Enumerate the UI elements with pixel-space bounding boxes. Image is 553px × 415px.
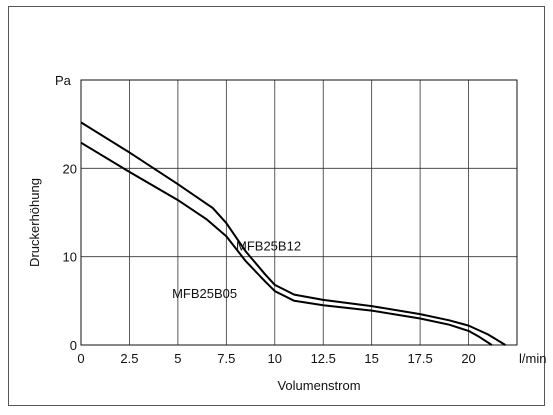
y-tick-label: 20 xyxy=(63,161,77,176)
series-label-mfb25b05: MFB25B05 xyxy=(172,286,237,301)
y-axis-title: Druckerhöhung xyxy=(27,178,42,267)
x-tick-label: 20 xyxy=(461,351,475,366)
plot-border xyxy=(80,79,518,346)
x-tick-label: 17.5 xyxy=(407,351,432,366)
series-layer xyxy=(80,121,506,346)
x-tick-label: 5 xyxy=(174,351,181,366)
series-label-mfb25b12: MFB25B12 xyxy=(236,238,301,253)
tick-labels: 0 2.5 5 7.5 10 12.5 15 17.5 20 0 10 20 xyxy=(63,161,476,366)
chart-frame: 0 2.5 5 7.5 10 12.5 15 17.5 20 0 10 20 Pa l/min Vol… xyxy=(8,6,546,406)
x-tick-label: 0 xyxy=(77,351,84,366)
series-line-mfb25b12 xyxy=(80,121,506,346)
x-axis-title: Volumenstrom xyxy=(277,378,360,393)
x-tick-label: 10 xyxy=(268,351,282,366)
grid xyxy=(81,80,517,345)
y-unit-label: Pa xyxy=(55,73,72,88)
series-line-mfb25b05 xyxy=(80,141,493,346)
x-tick-label: 15 xyxy=(364,351,378,366)
x-unit-label: l/min xyxy=(519,351,546,366)
x-tick-label: 7.5 xyxy=(217,351,235,366)
x-tick-label: 2.5 xyxy=(120,351,138,366)
y-tick-label: 0 xyxy=(70,338,77,353)
chart: 0 2.5 5 7.5 10 12.5 15 17.5 20 0 10 20 Pa l/min Vol… xyxy=(27,73,546,393)
x-tick-label: 12.5 xyxy=(311,351,336,366)
y-tick-label: 10 xyxy=(63,250,77,265)
